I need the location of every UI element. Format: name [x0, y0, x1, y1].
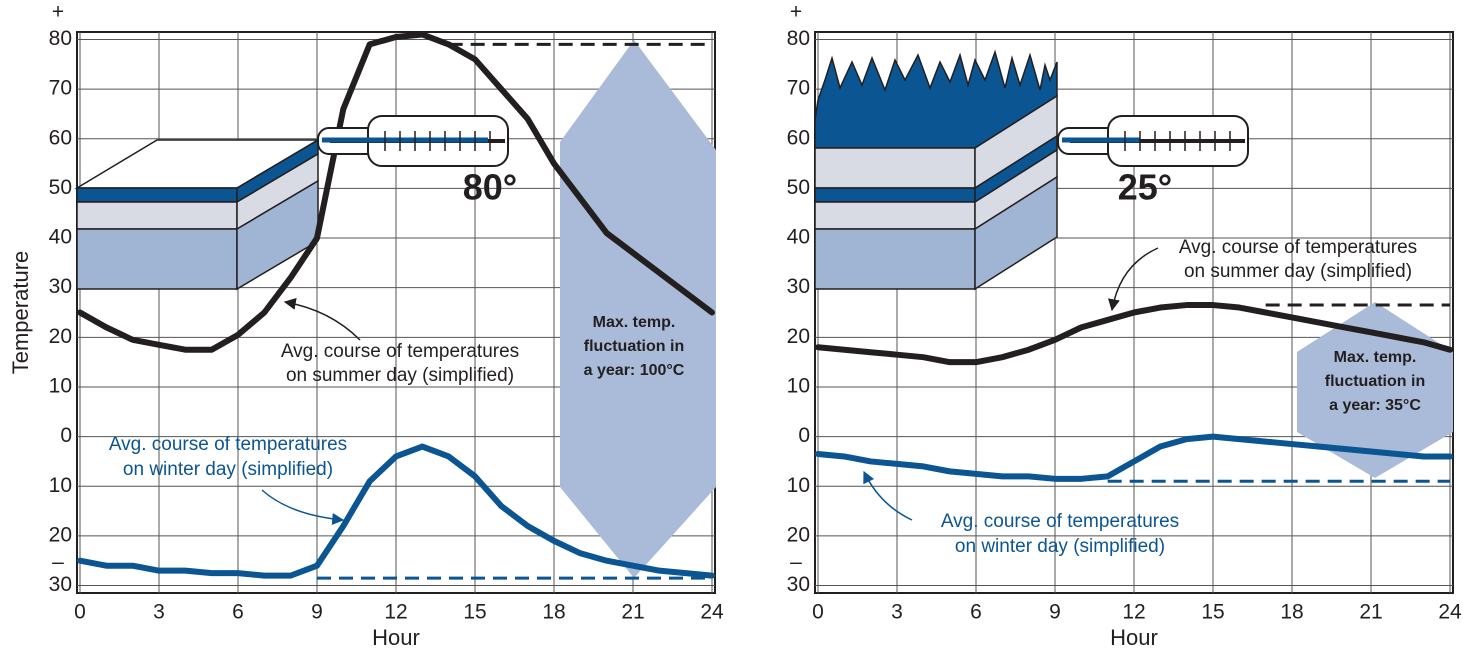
thermometer-reading: 25°	[1118, 167, 1172, 208]
fluctuation-label: Max. temp.	[1334, 349, 1417, 366]
y-tick-label: 30	[787, 275, 810, 298]
y-tick-label: 50	[49, 176, 72, 199]
thermometers	[261, 115, 1249, 525]
y-tick-label: 80	[787, 27, 810, 50]
x-tick-label: 3	[153, 601, 165, 624]
sign-label: +	[790, 1, 802, 24]
y-tick-label: 30	[49, 275, 72, 298]
y-tick-label: 0	[798, 424, 810, 447]
y-tick-label: 30	[787, 573, 810, 596]
x-tick-label: 9	[311, 601, 323, 624]
fluctuation-label: fluctuation in	[584, 338, 684, 355]
y-tick-label: 10	[787, 474, 810, 497]
x-tick-label: 18	[542, 601, 565, 624]
y-tick-label: 20	[787, 523, 810, 546]
y-tick-label: 70	[787, 77, 810, 100]
x-tick-label: 24	[1438, 601, 1462, 624]
sign-label: –	[790, 551, 802, 574]
winter-label: on winter day (simplified)	[955, 536, 1165, 557]
x-axis-label: Hour	[372, 625, 420, 650]
fluctuation-label: a year: 100°C	[584, 362, 685, 379]
x-tick-label: 18	[1280, 601, 1303, 624]
arrow	[863, 470, 913, 521]
series-line	[77, 443, 715, 579]
x-tick-label: 3	[891, 601, 903, 624]
y-tick-label: 20	[49, 325, 72, 348]
y-tick-label: 10	[787, 375, 810, 398]
fluctuation-band	[560, 40, 716, 578]
y-tick-label: 0	[60, 424, 72, 447]
y-axis-label: Temperature	[8, 251, 33, 375]
y-tick-label: 40	[49, 226, 72, 249]
y-tick-label: 10	[49, 375, 72, 398]
y-tick-label: 10	[49, 474, 72, 497]
plot-frames	[76, 31, 1454, 594]
x-tick-label: 6	[232, 601, 244, 624]
x-tick-label: 12	[384, 601, 407, 624]
x-tick-label: 12	[1122, 601, 1145, 624]
illustrations	[74, 40, 1453, 578]
x-axis-label: Hour	[1110, 625, 1158, 650]
data-lines	[77, 31, 1453, 580]
y-tick-label: 20	[787, 325, 810, 348]
x-tick-label: 24	[700, 601, 724, 624]
fluctuation-band	[1297, 302, 1453, 478]
thermometer-reading: 80°	[463, 167, 517, 208]
arrow	[261, 489, 345, 525]
x-tick-label: 21	[1359, 601, 1382, 624]
fluctuation-label: fluctuation in	[1325, 373, 1425, 390]
y-tick-label: 20	[49, 523, 72, 546]
x-tick-label: 6	[970, 601, 982, 624]
sign-label: –	[52, 551, 64, 574]
winter-label: on winter day (simplified)	[123, 459, 333, 480]
thermometer	[317, 115, 509, 167]
y-tick-label: 70	[49, 77, 72, 100]
y-tick-label: 60	[49, 126, 72, 149]
y-tick-label: 30	[49, 573, 72, 596]
y-tick-label: 50	[787, 176, 810, 199]
x-tick-label: 0	[74, 601, 86, 624]
x-tick-label: 9	[1049, 601, 1061, 624]
winter-label: Avg. course of temperatures	[941, 511, 1179, 532]
thermometer	[1057, 115, 1249, 167]
summer-label: on summer day (simplified)	[1184, 261, 1412, 282]
y-tick-label: 80	[49, 27, 72, 50]
summer-label: Avg. course of temperatures	[281, 341, 519, 362]
arrow	[1107, 247, 1159, 312]
layer-block	[814, 49, 1058, 291]
x-tick-label: 15	[1201, 601, 1224, 624]
winter-label: Avg. course of temperatures	[109, 434, 347, 455]
sign-label: +	[52, 1, 64, 24]
series-line	[815, 433, 1453, 482]
x-tick-label: 15	[463, 601, 486, 624]
summer-label: on summer day (simplified)	[286, 365, 514, 386]
x-tick-label: 0	[812, 601, 824, 624]
y-tick-label: 40	[787, 226, 810, 249]
arrow	[283, 297, 361, 341]
fluctuation-label: Max. temp.	[593, 314, 676, 331]
series-line	[77, 31, 715, 353]
layer-block	[74, 138, 321, 291]
x-tick-label: 21	[621, 601, 644, 624]
fluctuation-label: a year: 35°C	[1329, 397, 1421, 414]
y-tick-label: 60	[787, 126, 810, 149]
series-line	[815, 302, 1453, 366]
summer-label: Avg. course of temperatures	[1179, 237, 1417, 258]
